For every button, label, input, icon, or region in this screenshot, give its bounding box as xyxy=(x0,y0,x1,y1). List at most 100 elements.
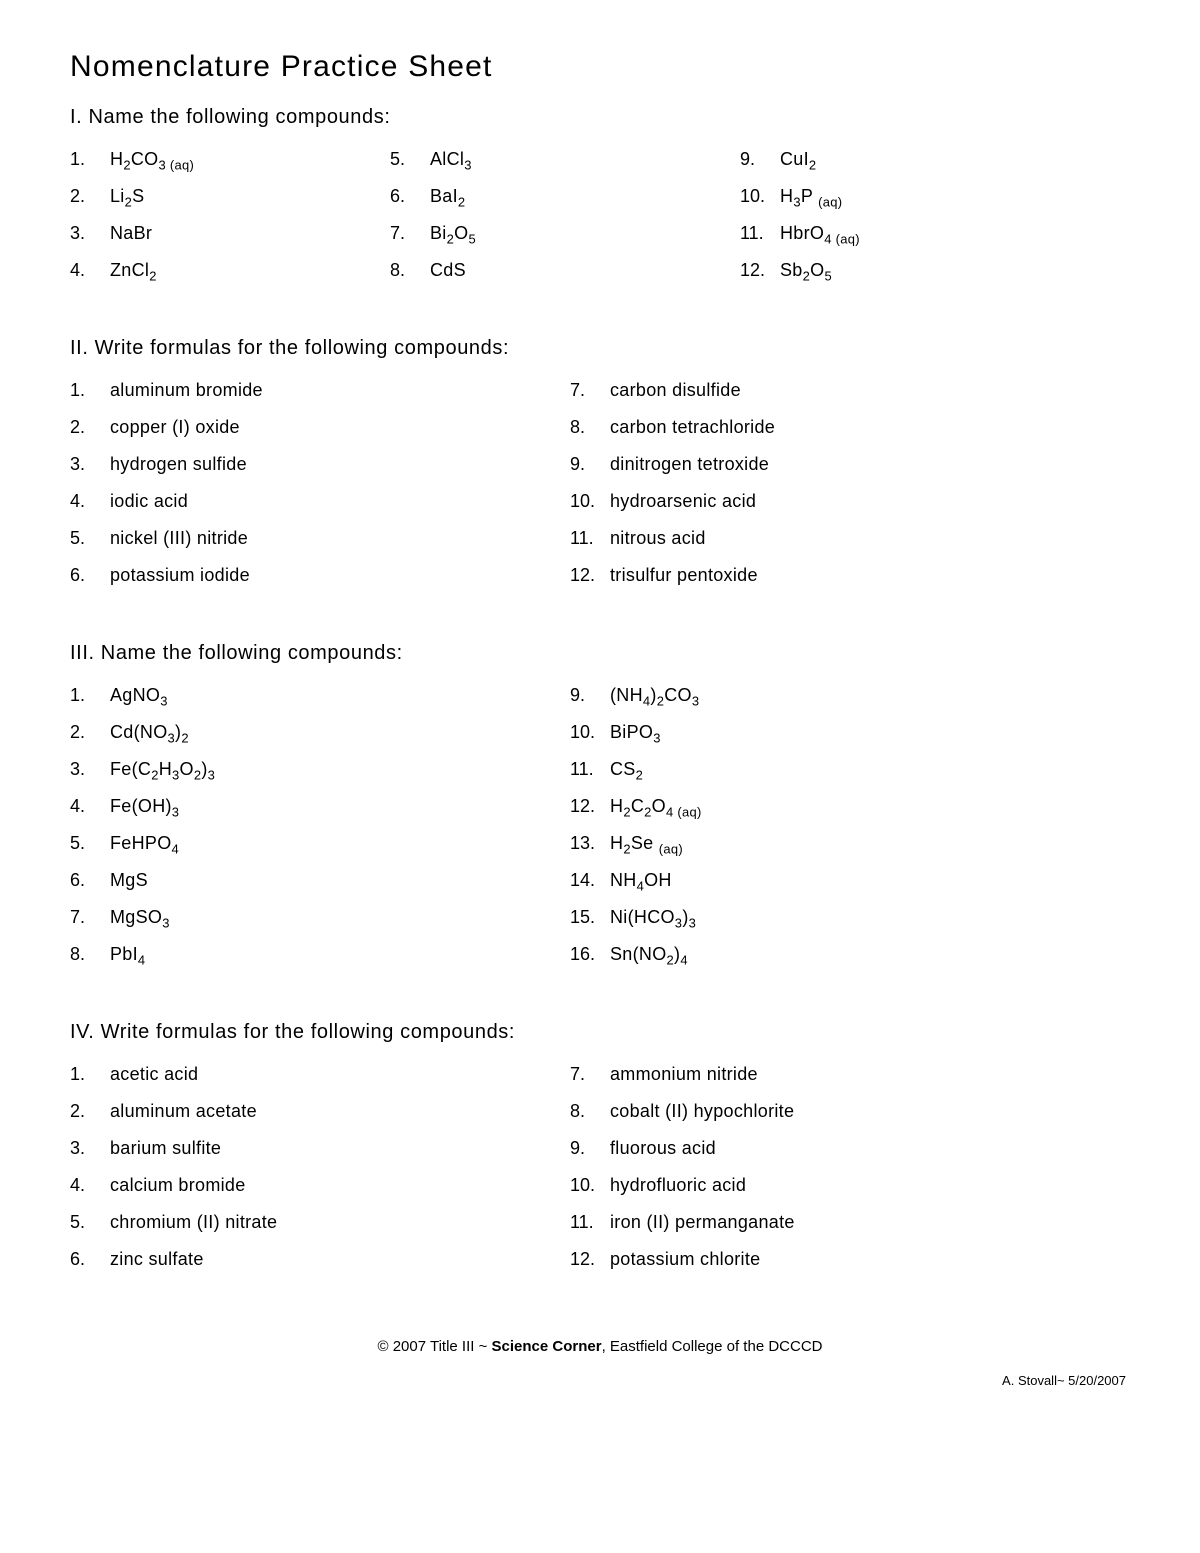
list-item: 1.acetic acid xyxy=(70,1056,570,1093)
list-item: 5.FeHPO4 xyxy=(70,825,570,862)
item-number: 2. xyxy=(70,186,110,207)
item-formula: AgNO3 xyxy=(110,685,168,706)
item-number: 11. xyxy=(740,223,780,244)
list-item: 4.iodic acid xyxy=(70,483,570,520)
item-number: 12. xyxy=(570,565,610,586)
list-item: 10.hydroarsenic acid xyxy=(570,483,1070,520)
item-number: 7. xyxy=(390,223,430,244)
item-formula: MgS xyxy=(110,870,148,891)
item-formula: HbrO4 (aq) xyxy=(780,223,860,244)
item-number: 9. xyxy=(570,1138,610,1159)
item-formula: hydrogen sulfide xyxy=(110,454,247,475)
item-number: 6. xyxy=(70,870,110,891)
page-title: Nomenclature Practice Sheet xyxy=(70,50,1130,84)
item-formula: AlCl3 xyxy=(430,149,472,170)
item-number: 6. xyxy=(70,565,110,586)
column: 5.AlCl36.BaI27.Bi2O58.CdS xyxy=(390,141,740,289)
section-4-columns: 1.acetic acid2.aluminum acetate3.barium … xyxy=(70,1056,1130,1278)
item-formula: aluminum bromide xyxy=(110,380,263,401)
list-item: 6.zinc sulfate xyxy=(70,1241,570,1278)
list-item: 12.trisulfur pentoxide xyxy=(570,557,1070,594)
list-item: 8.CdS xyxy=(390,252,740,289)
item-number: 10. xyxy=(570,722,610,743)
footer-right: A. Stovall~ 5/20/2007 xyxy=(70,1373,1130,1388)
section-heading-2: II. Write formulas for the following com… xyxy=(70,337,1130,360)
item-formula: carbon disulfide xyxy=(610,380,741,401)
list-item: 12.H2C2O4 (aq) xyxy=(570,788,1070,825)
item-formula: hydrofluoric acid xyxy=(610,1175,746,1196)
item-formula: Li2S xyxy=(110,186,144,207)
item-formula: PbI4 xyxy=(110,944,145,965)
item-number: 11. xyxy=(570,759,610,780)
item-formula: dinitrogen tetroxide xyxy=(610,454,769,475)
list-item: 3.hydrogen sulfide xyxy=(70,446,570,483)
item-formula: ammonium nitride xyxy=(610,1064,758,1085)
list-item: 5.chromium (II) nitrate xyxy=(70,1204,570,1241)
list-item: 1.aluminum bromide xyxy=(70,372,570,409)
item-number: 12. xyxy=(740,260,780,281)
item-number: 15. xyxy=(570,907,610,928)
item-formula: nitrous acid xyxy=(610,528,706,549)
item-formula: CuI2 xyxy=(780,149,816,170)
list-item: 10.BiPO3 xyxy=(570,714,1070,751)
list-item: 6.MgS xyxy=(70,862,570,899)
item-formula: iron (II) permanganate xyxy=(610,1212,795,1233)
item-number: 3. xyxy=(70,1138,110,1159)
item-formula: acetic acid xyxy=(110,1064,198,1085)
item-formula: CdS xyxy=(430,260,466,281)
list-item: 2.Cd(NO3)2 xyxy=(70,714,570,751)
list-item: 3.Fe(C2H3O2)3 xyxy=(70,751,570,788)
item-formula: NaBr xyxy=(110,223,152,244)
item-formula: calcium bromide xyxy=(110,1175,246,1196)
item-number: 2. xyxy=(70,722,110,743)
item-formula: potassium iodide xyxy=(110,565,250,586)
list-item: 3.NaBr xyxy=(70,215,390,252)
item-number: 6. xyxy=(70,1249,110,1270)
list-item: 7.carbon disulfide xyxy=(570,372,1070,409)
item-formula: BaI2 xyxy=(430,186,465,207)
item-number: 10. xyxy=(570,491,610,512)
list-item: 15.Ni(HCO3)3 xyxy=(570,899,1070,936)
item-formula: cobalt (II) hypochlorite xyxy=(610,1101,794,1122)
item-number: 1. xyxy=(70,149,110,170)
list-item: 11.CS2 xyxy=(570,751,1070,788)
item-number: 11. xyxy=(570,1212,610,1233)
item-formula: fluorous acid xyxy=(610,1138,716,1159)
column: 9.CuI210.H3P (aq)11.HbrO4 (aq)12.Sb2O5 xyxy=(740,141,1040,289)
item-number: 9. xyxy=(570,454,610,475)
item-formula: Ni(HCO3)3 xyxy=(610,907,696,928)
item-formula: H3P (aq) xyxy=(780,186,842,207)
column: 1.aluminum bromide2.copper (I) oxide3.hy… xyxy=(70,372,570,594)
item-formula: chromium (II) nitrate xyxy=(110,1212,277,1233)
item-formula: MgSO3 xyxy=(110,907,170,928)
item-number: 1. xyxy=(70,1064,110,1085)
item-formula: trisulfur pentoxide xyxy=(610,565,758,586)
item-number: 9. xyxy=(570,685,610,706)
column: 7.carbon disulfide8.carbon tetrachloride… xyxy=(570,372,1070,594)
list-item: 4.Fe(OH)3 xyxy=(70,788,570,825)
item-number: 2. xyxy=(70,1101,110,1122)
item-number: 13. xyxy=(570,833,610,854)
list-item: 9.fluorous acid xyxy=(570,1130,1070,1167)
list-item: 9.(NH4)2CO3 xyxy=(570,677,1070,714)
item-number: 12. xyxy=(570,796,610,817)
list-item: 8.PbI4 xyxy=(70,936,570,973)
list-item: 10.H3P (aq) xyxy=(740,178,1040,215)
item-number: 12. xyxy=(570,1249,610,1270)
item-number: 8. xyxy=(570,1101,610,1122)
item-number: 5. xyxy=(70,833,110,854)
list-item: 6.potassium iodide xyxy=(70,557,570,594)
item-number: 8. xyxy=(70,944,110,965)
list-item: 14.NH4OH xyxy=(570,862,1070,899)
item-formula: iodic acid xyxy=(110,491,188,512)
item-formula: FeHPO4 xyxy=(110,833,179,854)
column: 1.acetic acid2.aluminum acetate3.barium … xyxy=(70,1056,570,1278)
item-formula: Fe(C2H3O2)3 xyxy=(110,759,215,780)
list-item: 5.nickel (III) nitride xyxy=(70,520,570,557)
list-item: 2.copper (I) oxide xyxy=(70,409,570,446)
list-item: 12.potassium chlorite xyxy=(570,1241,1070,1278)
section-2-columns: 1.aluminum bromide2.copper (I) oxide3.hy… xyxy=(70,372,1130,594)
column: 7.ammonium nitride8.cobalt (II) hypochlo… xyxy=(570,1056,1070,1278)
item-number: 4. xyxy=(70,491,110,512)
item-number: 2. xyxy=(70,417,110,438)
